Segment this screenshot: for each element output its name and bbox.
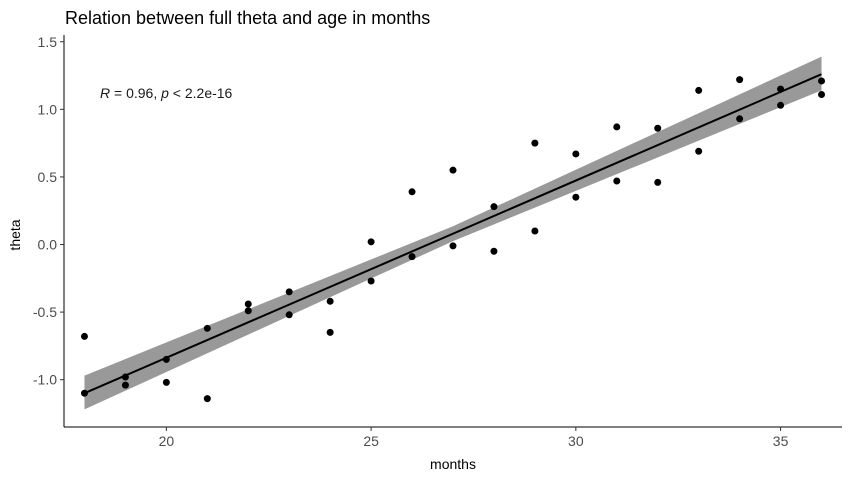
y-tick-label: 0.5 bbox=[38, 169, 58, 185]
data-point bbox=[695, 147, 703, 155]
data-point bbox=[408, 253, 416, 261]
data-point bbox=[80, 389, 88, 397]
data-point bbox=[121, 373, 129, 381]
data-point bbox=[326, 328, 334, 336]
data-point bbox=[326, 297, 334, 305]
r-value: = 0.96, bbox=[110, 85, 161, 101]
data-point bbox=[490, 247, 498, 255]
data-point bbox=[777, 101, 785, 109]
data-point bbox=[490, 203, 498, 211]
data-point bbox=[572, 150, 580, 158]
data-point bbox=[449, 166, 457, 174]
data-point bbox=[654, 178, 662, 186]
data-point bbox=[818, 77, 826, 85]
y-tick-label: 1.0 bbox=[38, 101, 58, 117]
y-tick-label: 1.5 bbox=[38, 34, 58, 50]
correlation-annotation: R = 0.96, p < 2.2e-16 bbox=[100, 85, 233, 101]
data-point bbox=[80, 332, 88, 340]
data-point bbox=[736, 76, 744, 84]
points-layer bbox=[80, 76, 826, 403]
data-point bbox=[613, 123, 621, 131]
y-tick-label: -0.5 bbox=[33, 304, 57, 320]
data-point bbox=[531, 227, 539, 235]
data-point bbox=[367, 238, 375, 246]
y-tick-label: 0.0 bbox=[38, 237, 58, 253]
data-point bbox=[162, 355, 170, 363]
data-point bbox=[244, 300, 252, 308]
data-point bbox=[408, 188, 416, 196]
y-tick-label: -1.0 bbox=[33, 372, 57, 388]
data-point bbox=[285, 288, 293, 296]
data-point bbox=[736, 115, 744, 123]
x-axis-title: months bbox=[430, 456, 476, 472]
data-point bbox=[203, 395, 211, 403]
data-point bbox=[531, 139, 539, 147]
data-point bbox=[449, 242, 457, 250]
x-tick-label: 35 bbox=[773, 433, 789, 449]
data-point bbox=[695, 86, 703, 94]
data-point bbox=[121, 381, 129, 389]
p-symbol: p bbox=[160, 85, 169, 101]
r-symbol: R bbox=[100, 85, 110, 101]
data-point bbox=[572, 193, 580, 201]
fit-line-layer bbox=[84, 73, 822, 395]
x-tick-label: 30 bbox=[568, 433, 584, 449]
chart-title: Relation between full theta and age in m… bbox=[65, 8, 430, 28]
data-point bbox=[203, 324, 211, 332]
data-point bbox=[162, 378, 170, 386]
axes-layer: 20 25 30 35 -1.0 -0.5 0.0 0.5 1.0 1.5 bbox=[33, 34, 842, 449]
data-point bbox=[367, 277, 375, 285]
data-point bbox=[818, 90, 826, 98]
data-point bbox=[654, 124, 662, 132]
p-value: < 2.2e-16 bbox=[169, 85, 233, 101]
data-point bbox=[244, 307, 252, 315]
y-axis-title: theta bbox=[7, 219, 23, 250]
data-point bbox=[777, 85, 785, 93]
x-tick-label: 25 bbox=[363, 433, 379, 449]
regression-line bbox=[84, 73, 822, 395]
data-point bbox=[285, 311, 293, 319]
x-tick-label: 20 bbox=[159, 433, 175, 449]
data-point bbox=[613, 177, 621, 185]
